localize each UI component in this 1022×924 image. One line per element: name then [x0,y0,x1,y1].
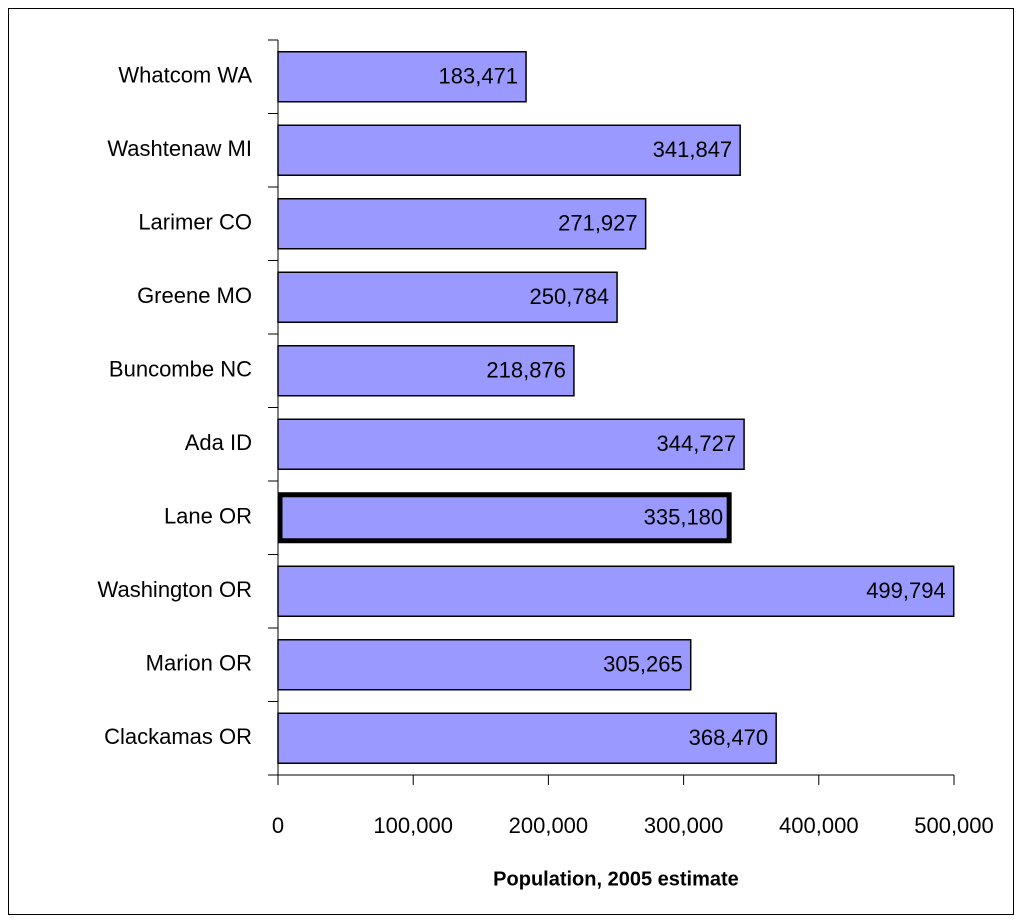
y-tick-label: Whatcom WA [118,63,252,88]
y-tick-label: Washtenaw MI [107,136,252,161]
bar [277,345,575,397]
y-tick-label: Washington OR [98,577,252,602]
y-tick-label: Buncombe NC [109,357,252,382]
value-label: 250,784 [530,284,610,309]
value-label: 335,180 [644,505,724,530]
bar [277,198,647,250]
bar [277,492,732,544]
bar [277,418,745,470]
y-tick-label: Lane OR [164,504,252,529]
x-tick-label: 100,000 [373,813,453,838]
bar [277,271,618,323]
value-label: 499,794 [866,578,946,603]
value-label: 218,876 [486,358,566,383]
y-tick-label: Larimer CO [138,210,252,235]
value-label: 305,265 [603,652,683,677]
bar [277,712,777,764]
x-tick-label: 400,000 [779,813,859,838]
bar [277,124,741,176]
y-tick-label: Clackamas OR [104,724,252,749]
x-tick-label: 500,000 [914,813,994,838]
value-label: 183,471 [439,64,519,89]
x-axis-title: Population, 2005 estimate [493,868,739,890]
value-label: 341,847 [653,137,733,162]
value-label: 271,927 [558,211,638,236]
bar [277,51,527,103]
y-tick-label: Marion OR [146,651,252,676]
value-label: 344,727 [657,431,737,456]
bar [277,639,692,691]
bar [277,565,955,617]
x-tick-label: 300,000 [644,813,724,838]
value-label: 368,470 [689,725,769,750]
x-tick-label: 0 [272,813,284,838]
y-tick-label: Ada ID [185,430,252,455]
x-tick-label: 200,000 [509,813,589,838]
y-tick-label: Greene MO [137,283,252,308]
